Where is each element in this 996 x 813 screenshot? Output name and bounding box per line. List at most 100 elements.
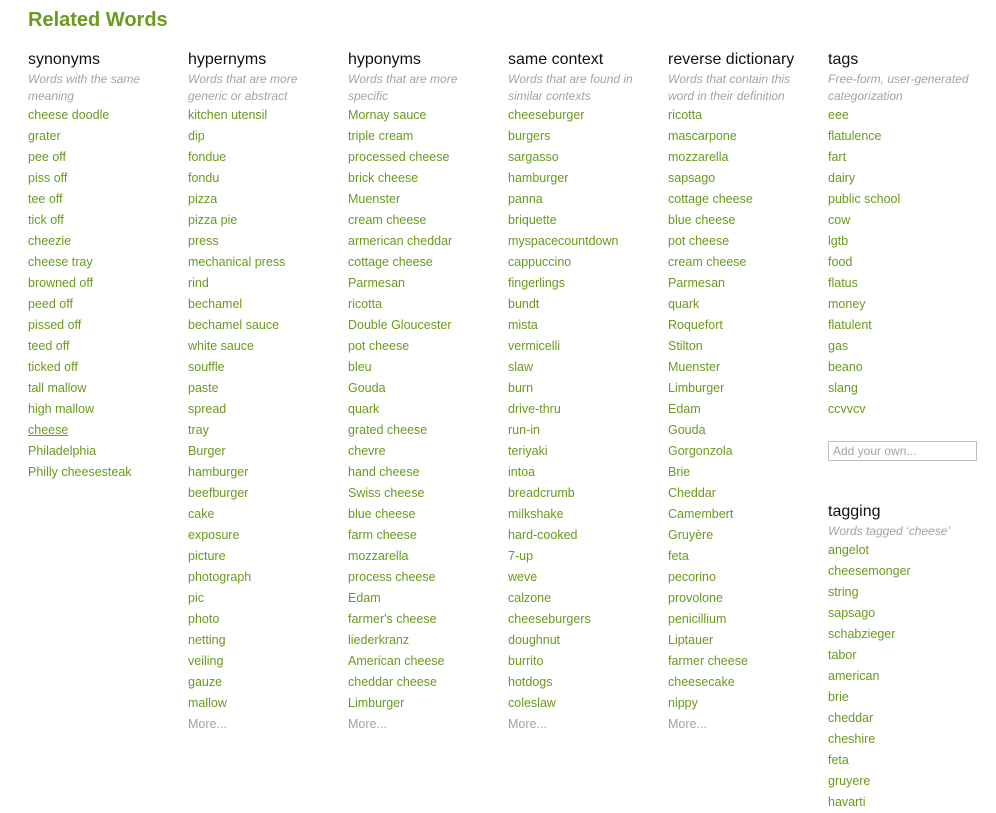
- word-link[interactable]: fart: [828, 150, 847, 164]
- word-link[interactable]: peed off: [28, 297, 73, 311]
- word-link[interactable]: souffle: [188, 360, 225, 374]
- word-link[interactable]: bleu: [348, 360, 372, 374]
- word-link[interactable]: fondue: [188, 150, 227, 164]
- word-link[interactable]: 7-up: [508, 549, 534, 563]
- word-link[interactable]: pic: [188, 591, 204, 605]
- word-link[interactable]: havarti: [828, 795, 866, 809]
- word-link[interactable]: farmer's cheese: [348, 612, 437, 626]
- word-link[interactable]: american: [828, 669, 880, 683]
- word-link[interactable]: hand cheese: [348, 465, 420, 479]
- word-link[interactable]: liederkranz: [348, 633, 410, 647]
- word-link[interactable]: feta: [668, 549, 689, 563]
- word-link[interactable]: burgers: [508, 129, 551, 143]
- word-link[interactable]: armerican cheddar: [348, 234, 453, 248]
- word-link[interactable]: gauze: [188, 675, 223, 689]
- word-link[interactable]: chevre: [348, 444, 386, 458]
- word-link[interactable]: kitchen utensil: [188, 108, 268, 122]
- word-link[interactable]: briquette: [508, 213, 557, 227]
- word-link[interactable]: slang: [828, 381, 858, 395]
- word-link[interactable]: Parmesan: [348, 276, 405, 290]
- word-link[interactable]: hard-cooked: [508, 528, 578, 542]
- word-link[interactable]: cottage cheese: [348, 255, 433, 269]
- word-link[interactable]: cake: [188, 507, 215, 521]
- word-link[interactable]: gruyere: [828, 774, 871, 788]
- word-link[interactable]: Edam: [668, 402, 701, 416]
- word-link[interactable]: brie: [828, 690, 849, 704]
- word-link[interactable]: eee: [828, 108, 849, 122]
- more-link[interactable]: More...: [348, 717, 387, 731]
- word-link[interactable]: cheese: [28, 423, 69, 437]
- word-link[interactable]: pee off: [28, 150, 67, 164]
- word-link[interactable]: lgtb: [828, 234, 849, 248]
- word-link[interactable]: flatus: [828, 276, 858, 290]
- word-link[interactable]: Edam: [348, 591, 381, 605]
- word-link[interactable]: sapsago: [668, 171, 716, 185]
- word-link[interactable]: Camembert: [668, 507, 734, 521]
- word-link[interactable]: mista: [508, 318, 538, 332]
- word-link[interactable]: bechamel sauce: [188, 318, 280, 332]
- word-link[interactable]: string: [828, 585, 859, 599]
- word-link[interactable]: pot cheese: [668, 234, 730, 248]
- word-link[interactable]: schabzieger: [828, 627, 896, 641]
- word-link[interactable]: cheeseburgers: [508, 612, 591, 626]
- word-link[interactable]: drive-thru: [508, 402, 561, 416]
- word-link[interactable]: dairy: [828, 171, 856, 185]
- word-link[interactable]: Parmesan: [668, 276, 725, 290]
- word-link[interactable]: triple cream: [348, 129, 414, 143]
- word-link[interactable]: Muenster: [668, 360, 721, 374]
- word-link[interactable]: dip: [188, 129, 205, 143]
- word-link[interactable]: pot cheese: [348, 339, 410, 353]
- word-link[interactable]: Philadelphia: [28, 444, 97, 458]
- more-link[interactable]: More...: [188, 717, 227, 731]
- word-link[interactable]: browned off: [28, 276, 94, 290]
- word-link[interactable]: beano: [828, 360, 863, 374]
- word-link[interactable]: process cheese: [348, 570, 436, 584]
- word-link[interactable]: press: [188, 234, 219, 248]
- word-link[interactable]: food: [828, 255, 853, 269]
- word-link[interactable]: cheeseburger: [508, 108, 585, 122]
- word-link[interactable]: blue cheese: [668, 213, 736, 227]
- word-link[interactable]: bechamel: [188, 297, 243, 311]
- word-link[interactable]: cream cheese: [668, 255, 747, 269]
- word-link[interactable]: cheesecake: [668, 675, 735, 689]
- word-link[interactable]: sargasso: [508, 150, 559, 164]
- word-link[interactable]: nippy: [668, 696, 698, 710]
- word-link[interactable]: picture: [188, 549, 226, 563]
- word-link[interactable]: gas: [828, 339, 849, 353]
- word-link[interactable]: tick off: [28, 213, 64, 227]
- word-link[interactable]: quark: [668, 297, 700, 311]
- word-link[interactable]: public school: [828, 192, 901, 206]
- word-link[interactable]: intoa: [508, 465, 536, 479]
- word-link[interactable]: grater: [28, 129, 61, 143]
- word-link[interactable]: mechanical press: [188, 255, 286, 269]
- word-link[interactable]: mozzarella: [348, 549, 409, 563]
- word-link[interactable]: high mallow: [28, 402, 95, 416]
- word-link[interactable]: netting: [188, 633, 226, 647]
- word-link[interactable]: bundt: [508, 297, 540, 311]
- word-link[interactable]: rind: [188, 276, 209, 290]
- word-link[interactable]: vermicelli: [508, 339, 561, 353]
- word-link[interactable]: pizza: [188, 192, 218, 206]
- word-link[interactable]: Gruyère: [668, 528, 714, 542]
- more-link[interactable]: More...: [668, 717, 707, 731]
- word-link[interactable]: coleslaw: [508, 696, 556, 710]
- word-link[interactable]: veiling: [188, 654, 224, 668]
- word-link[interactable]: burn: [508, 381, 534, 395]
- word-link[interactable]: beefburger: [188, 486, 249, 500]
- word-link[interactable]: teriyaki: [508, 444, 548, 458]
- word-link[interactable]: penicillium: [668, 612, 727, 626]
- word-link[interactable]: ricotta: [668, 108, 703, 122]
- word-link[interactable]: Burger: [188, 444, 226, 458]
- word-link[interactable]: blue cheese: [348, 507, 416, 521]
- word-link[interactable]: Limburger: [668, 381, 725, 395]
- word-link[interactable]: tray: [188, 423, 209, 437]
- word-link[interactable]: Mornay sauce: [348, 108, 427, 122]
- word-link[interactable]: mascarpone: [668, 129, 737, 143]
- word-link[interactable]: mallow: [188, 696, 227, 710]
- word-link[interactable]: Roquefort: [668, 318, 723, 332]
- word-link[interactable]: sapsago: [828, 606, 876, 620]
- word-link[interactable]: Double Gloucester: [348, 318, 452, 332]
- word-link[interactable]: Swiss cheese: [348, 486, 425, 500]
- word-link[interactable]: tabor: [828, 648, 857, 662]
- word-link[interactable]: slaw: [508, 360, 534, 374]
